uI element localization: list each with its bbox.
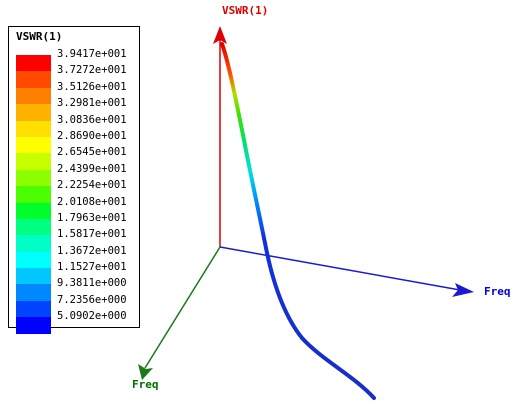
legend-swatch [16, 104, 51, 121]
legend-value: 3.7272e+001 [57, 64, 127, 77]
legend-swatch [16, 55, 51, 72]
legend-swatch [16, 300, 51, 318]
legend-value: 3.2981e+001 [57, 97, 127, 110]
legend-value: 3.5126e+001 [57, 80, 127, 93]
legend-swatch [16, 218, 51, 236]
legend-row: 3.9417e+001 [16, 48, 136, 72]
legend-row: 5.0902e+000 [16, 310, 136, 334]
vertical-axis-label: VSWR(1) [222, 4, 268, 17]
legend-swatch [16, 87, 51, 105]
legend-value: 1.3672e+001 [57, 244, 127, 257]
legend-rows: 3.9417e+001 3.7272e+001 3.5126e+001 3.2981e… [16, 48, 136, 334]
legend-swatch [16, 317, 51, 334]
legend-value: 2.6545e+001 [57, 146, 127, 159]
legend-value: 3.9417e+001 [57, 48, 127, 60]
legend-swatch [16, 202, 51, 219]
legend-swatch [16, 153, 51, 170]
legend-row: 2.4399e+001 [16, 163, 136, 187]
legend-row: 2.6545e+001 [16, 146, 136, 170]
legend-value: 5.0902e+000 [57, 310, 127, 323]
legend-value: 1.7963e+001 [57, 211, 127, 224]
legend-swatch [16, 120, 51, 137]
legend-value: 2.2254e+001 [57, 179, 127, 192]
left-axis-line [144, 246, 221, 369]
right-axis-arrowhead [452, 283, 474, 297]
legend-row: 3.2981e+001 [16, 97, 136, 121]
legend-row: 3.7272e+001 [16, 64, 136, 88]
legend-row: 2.2254e+001 [16, 179, 136, 203]
color-legend: VSWR(1) 3.9417e+001 3.7272e+001 3.5126e+00… [8, 26, 140, 334]
legend-swatch [16, 268, 51, 285]
legend-value: 2.8690e+001 [57, 129, 127, 142]
legend-value: 1.1527e+001 [57, 261, 127, 274]
legend-row: 2.8690e+001 [16, 130, 136, 154]
legend-swatch [16, 186, 51, 203]
legend-value: 2.4399e+001 [57, 162, 127, 175]
legend-row: 9.3811e+000 [16, 277, 136, 301]
legend-swatch [16, 251, 51, 269]
left-axis-label: Freq [132, 378, 159, 391]
legend-row: 1.3672e+001 [16, 245, 136, 269]
legend-swatch [16, 136, 51, 154]
legend-row: 3.0836e+001 [16, 114, 136, 137]
right-axis-line [219, 246, 461, 291]
legend-row: 1.7963e+001 [16, 212, 136, 236]
legend-value: 2.0108e+001 [57, 195, 127, 208]
legend-swatch [16, 71, 51, 88]
legend-swatch [16, 169, 51, 187]
legend-row: 7.2356e+000 [16, 294, 136, 318]
legend-value: 3.0836e+001 [57, 113, 127, 126]
legend-value: 1.5817e+001 [57, 228, 127, 241]
right-axis-label: Freq [484, 285, 511, 298]
legend-swatch [16, 284, 51, 301]
legend-title: VSWR(1) [16, 30, 63, 43]
legend-value: 9.3811e+000 [57, 277, 127, 290]
legend-value: 7.2356e+000 [57, 293, 127, 306]
legend-swatch [16, 235, 51, 252]
legend-row: 3.5126e+001 [16, 81, 136, 105]
left-axis-arrowhead [138, 364, 153, 380]
vertical-axis-arrowhead [213, 26, 227, 44]
legend-row: 2.0108e+001 [16, 196, 136, 219]
legend-row: 1.5817e+001 [16, 228, 136, 252]
legend-row: 1.1527e+001 [16, 261, 136, 285]
vswr-curve [220, 42, 376, 400]
